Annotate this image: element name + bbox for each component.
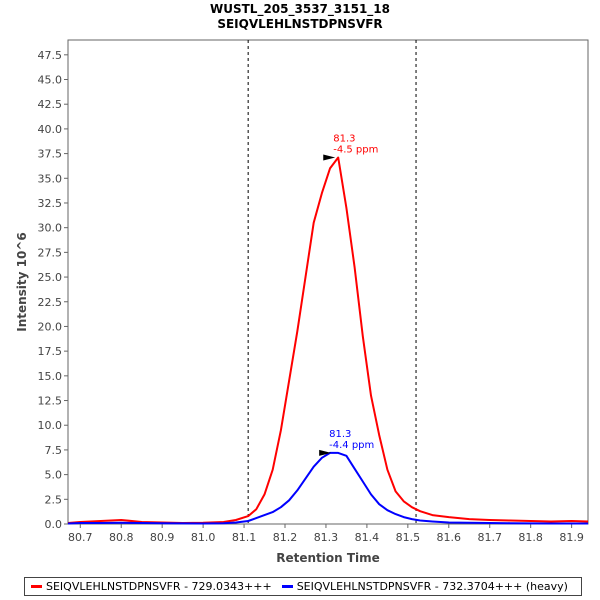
y-tick-label: 45.0 <box>38 74 63 87</box>
x-tick-label: 81.1 <box>232 531 257 544</box>
x-tick-label: 81.9 <box>559 531 584 544</box>
y-tick-label: 7.5 <box>45 444 63 457</box>
x-tick-label: 81.0 <box>191 531 216 544</box>
peak-annotation-label: -4.5 ppm <box>333 145 378 156</box>
y-tick-label: 5.0 <box>45 469 63 482</box>
x-tick-label: 80.7 <box>68 531 93 544</box>
x-tick-label: 81.3 <box>314 531 339 544</box>
x-tick-label: 80.8 <box>109 531 134 544</box>
legend-label-light: SEIQVLEHLNSTDPNSVFR - 729.0343+++ <box>46 580 272 593</box>
peak-annotation-label: 81.3 <box>329 429 351 440</box>
chart-subtitle: SEIQVLEHLNSTDPNSVFR <box>217 17 382 31</box>
y-tick-label: 27.5 <box>38 246 63 259</box>
y-tick-label: 37.5 <box>38 148 63 161</box>
peak-marker-icon <box>319 449 332 456</box>
y-tick-label: 0.0 <box>45 518 63 531</box>
y-tick-label: 15.0 <box>38 370 63 383</box>
plot-area <box>67 39 589 525</box>
y-tick-label: 32.5 <box>38 197 63 210</box>
peak-annotation-label: 81.3 <box>333 134 355 145</box>
x-tick-label: 81.7 <box>477 531 502 544</box>
chart-title: WUSTL_205_3537_3151_18 <box>210 2 390 17</box>
peak-marker-icon <box>323 154 336 161</box>
legend-item-light: SEIQVLEHLNSTDPNSVFR - 729.0343+++ <box>31 580 272 593</box>
y-tick-label: 35.0 <box>38 172 63 185</box>
legend: SEIQVLEHLNSTDPNSVFR - 729.0343+++ SEIQVL… <box>24 577 582 596</box>
y-tick-label: 42.5 <box>38 98 63 111</box>
x-axis-label: Retention Time <box>276 551 380 565</box>
y-tick-label: 20.0 <box>38 320 63 333</box>
chromatogram-chart: WUSTL_205_3537_3151_18 SEIQVLEHLNSTDPNSV… <box>15 2 589 565</box>
legend-swatch-heavy <box>281 585 293 588</box>
y-tick-label: 40.0 <box>38 123 63 136</box>
legend-swatch-light <box>31 585 42 588</box>
y-tick-label: 10.0 <box>38 419 63 432</box>
y-axis-label: Intensity 10^6 <box>15 232 29 332</box>
x-tick-label: 81.5 <box>396 531 421 544</box>
y-tick-label: 47.5 <box>38 49 63 62</box>
x-axis: 80.7 80.8 80.9 81.0 81.1 81.2 81.3 81.4 81.5 81.6… <box>68 524 584 544</box>
y-tick-label: 30.0 <box>38 222 63 235</box>
x-tick-label: 80.9 <box>150 531 175 544</box>
y-tick-label: 17.5 <box>38 345 63 358</box>
x-tick-label: 81.6 <box>437 531 462 544</box>
y-tick-label: 12.5 <box>38 395 63 408</box>
y-axis: 0.0 2.5 5.0 7.5 10.0 12.5 15.0 17.5 20.0 22.5 25.0… <box>38 49 68 531</box>
legend-label-heavy: SEIQVLEHLNSTDPNSVFR - 732.3704+++ (heavy… <box>296 580 568 593</box>
y-tick-label: 22.5 <box>38 296 63 309</box>
x-tick-label: 81.8 <box>518 531 543 544</box>
legend-item-heavy: SEIQVLEHLNSTDPNSVFR - 732.3704+++ (heavy… <box>281 580 568 593</box>
window-lines <box>247 40 417 524</box>
x-tick-label: 81.4 <box>355 531 380 544</box>
y-tick-label: 2.5 <box>45 493 63 506</box>
peak-annotation-label: -4.4 ppm <box>329 440 374 451</box>
y-tick-label: 25.0 <box>38 271 63 284</box>
x-tick-label: 81.2 <box>273 531 298 544</box>
